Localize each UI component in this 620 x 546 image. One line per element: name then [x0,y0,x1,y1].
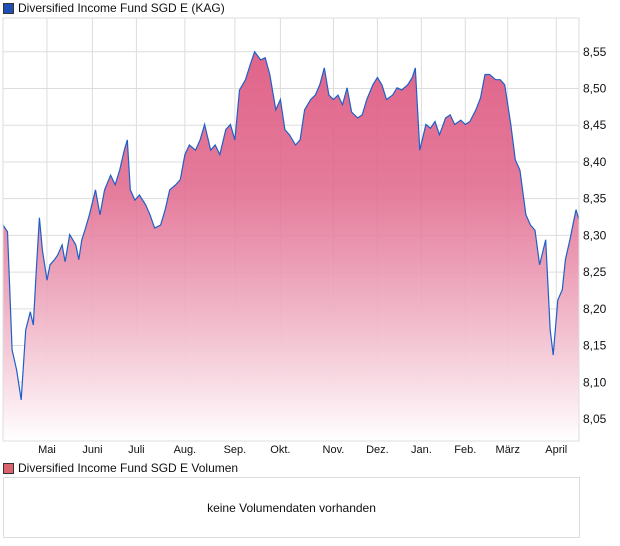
x-tick-label: Juli [128,444,145,456]
volume-legend: Diversified Income Fund SGD E Volumen [3,461,238,475]
price-legend-swatch [3,2,14,14]
x-tick-label: Aug. [174,444,197,456]
price-chart: 8,05 8,10 8,15 8,20 8,25 8,30 8,35 8,40 8,45 8,50… [2,17,607,456]
x-tick-label: Nov. [323,444,345,456]
y-tick-label: 8,45 [583,118,607,132]
x-tick-label: Feb. [454,444,476,456]
x-tick-label: Juni [82,444,102,456]
y-tick-label: 8,25 [583,265,607,279]
x-tick-label: April [545,444,567,456]
volume-legend-swatch [3,462,14,474]
volume-empty-message: keine Volumendaten vorhanden [207,500,376,515]
y-tick-label: 8,05 [583,412,607,426]
x-tick-label: Dez. [366,444,389,456]
y-tick-label: 8,30 [583,228,607,242]
volume-panel: keine Volumendaten vorhanden [3,477,580,538]
price-legend-label: Diversified Income Fund SGD E (KAG) [18,1,225,15]
y-tick-label: 8,55 [583,45,607,59]
volume-legend-label: Diversified Income Fund SGD E Volumen [18,461,239,475]
y-tick-label: 8,20 [583,302,607,316]
x-tick-label: Sep. [224,444,247,456]
y-tick-label: 8,50 [583,82,607,96]
price-line [2,50,580,400]
y-tick-label: 8,15 [583,339,607,353]
x-tick-label: Okt. [270,444,290,456]
x-tick-label: Mai [38,444,56,456]
x-tick-label: März [496,444,520,456]
plot-border [2,17,580,442]
y-tick-label: 8,10 [583,375,607,389]
x-tick-label: Jan. [411,444,432,456]
price-area-fill [3,51,579,442]
price-legend: Diversified Income Fund SGD E (KAG) [3,1,225,15]
y-tick-label: 8,35 [583,192,607,206]
y-tick-label: 8,40 [583,155,607,169]
